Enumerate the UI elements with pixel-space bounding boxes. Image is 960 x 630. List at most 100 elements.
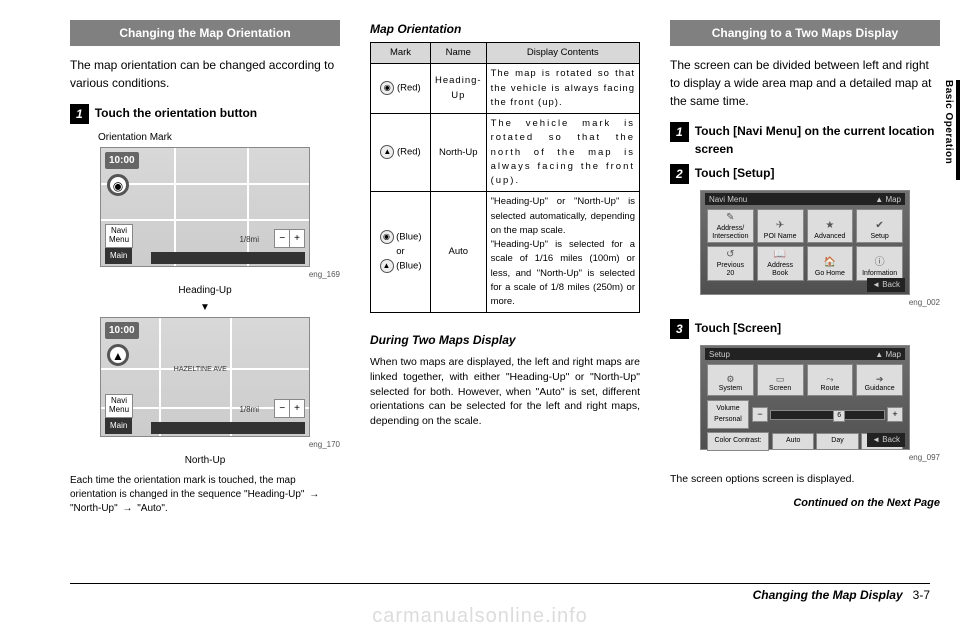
img-ref: eng_002 <box>670 297 940 309</box>
th-mark: Mark <box>371 43 431 64</box>
map-button[interactable]: ▲ Map <box>875 194 901 204</box>
watermark: carmanualsonline.info <box>0 605 960 628</box>
section-header-1: Changing the Map Orientation <box>70 20 340 46</box>
side-tab-block <box>956 80 960 180</box>
orientation-mark-label: Orientation Mark <box>98 130 340 145</box>
volume-label: Volume Personal <box>707 400 749 429</box>
navi-menu-screenshot: Navi Menu ▲ Map ✎Address/ Intersection ✈… <box>700 190 910 295</box>
table-row: ◉ (Blue) or ▲ (Blue) Auto "Heading-Up" o… <box>371 192 640 313</box>
section-header-2: Changing to a Two Maps Display <box>670 20 940 46</box>
page-content: Changing the Map Orientation The map ori… <box>0 0 960 516</box>
step-num: 3 <box>670 319 689 339</box>
footer-page: 3-7 <box>913 588 930 602</box>
continued-note: Continued on the Next Page <box>670 495 940 512</box>
step-1-1: 1 Touch the orientation button <box>70 104 340 124</box>
navi-cell-setup[interactable]: ✔Setup <box>856 209 903 243</box>
slider-knob[interactable]: 6 <box>833 410 845 422</box>
table-row: ▲ (Red) North-Up The vehicle mark is rot… <box>371 114 640 192</box>
orientation-table: Mark Name Display Contents ◉ (Red) Headi… <box>370 42 640 313</box>
img-ref: eng_170 <box>70 439 340 451</box>
setup-cell-route[interactable]: ⤳Route <box>807 364 854 396</box>
main-button[interactable]: Main <box>105 418 132 434</box>
north-up-icon: ▲ <box>380 145 394 159</box>
street-label: HAZELTINE AVE <box>174 365 227 376</box>
subheading-map-orientation: Map Orientation <box>370 20 640 38</box>
img-ref: eng_097 <box>670 452 940 464</box>
step-3-1: 1 Touch [Navi Menu] on the current locat… <box>670 122 940 158</box>
th-desc: Display Contents <box>486 43 639 64</box>
zoom-control[interactable]: −+ <box>274 229 305 248</box>
minus-button[interactable]: − <box>752 407 768 423</box>
time-badge: 10:00 <box>105 152 139 169</box>
step-3-3: 3 Touch [Screen] <box>670 319 940 339</box>
column-3: Changing to a Two Maps Display The scree… <box>670 20 940 516</box>
plus-button[interactable]: + <box>887 407 903 423</box>
arrow-icon: → <box>122 502 132 516</box>
zoom-control[interactable]: −+ <box>274 399 305 418</box>
top-bar: Navi Menu ▲ Map <box>705 193 905 205</box>
navi-menu-button[interactable]: Navi Menu <box>105 394 133 418</box>
subheading-two-maps: During Two Maps Display <box>370 331 640 349</box>
side-tab: Basic Operation <box>943 80 954 164</box>
orientation-mark-icon[interactable]: ◉ <box>107 174 129 196</box>
slider-track[interactable]: 6 <box>770 410 885 420</box>
arrow-icon: → <box>309 488 319 502</box>
step-text: Touch [Navi Menu] on the current locatio… <box>695 122 940 158</box>
setup-cell-screen[interactable]: ▭Screen <box>757 364 804 396</box>
step-num: 1 <box>670 122 689 142</box>
setup-row-volume: Volume Personal − 6 + <box>707 400 903 429</box>
time-badge: 10:00 <box>105 322 139 339</box>
navi-grid: ✎Address/ Intersection ✈POI Name ★Advanc… <box>707 209 903 280</box>
top-bar: Setup ▲ Map <box>705 348 905 360</box>
setup-row-1: ⚙System ▭Screen ⤳Route ➔Guidance <box>707 364 903 396</box>
scale-label: 1/8mi <box>239 404 259 416</box>
mode-day[interactable]: Day <box>816 433 858 450</box>
scale-label: 1/8mi <box>239 234 259 246</box>
navi-cell-information[interactable]: ⓘInformation <box>856 246 903 280</box>
volume-slider[interactable]: − 6 + <box>752 407 903 423</box>
caption-north-up: North-Up <box>70 453 340 468</box>
img-ref: eng_169 <box>70 269 340 281</box>
table-row: ◉ (Red) Heading-Up The map is rotated so… <box>371 64 640 114</box>
back-button[interactable]: ◄ Back <box>867 278 905 292</box>
step-text: Touch the orientation button <box>95 104 340 122</box>
setup-screenshot: Setup ▲ Map ⚙System ▭Screen ⤳Route ➔Guid… <box>700 345 910 450</box>
footnote: The screen options screen is displayed. <box>670 472 940 487</box>
top-title: Setup <box>709 349 730 359</box>
step-text: Touch [Screen] <box>695 319 940 337</box>
column-2: Map Orientation Mark Name Display Conten… <box>370 20 640 516</box>
main-button[interactable]: Main <box>105 248 132 264</box>
top-title: Navi Menu <box>709 194 747 204</box>
step-num: 1 <box>70 104 89 124</box>
two-maps-body: When two maps are displayed, the left an… <box>370 355 640 428</box>
mode-auto[interactable]: Auto <box>772 433 814 450</box>
north-up-icon: ▲ <box>380 259 394 273</box>
heading-up-icon: ◉ <box>380 81 394 95</box>
map-button[interactable]: ▲ Map <box>875 349 901 359</box>
navi-cell-advanced[interactable]: ★Advanced <box>807 209 854 243</box>
step-3-2: 2 Touch [Setup] <box>670 164 940 184</box>
footer-title: Changing the Map Display <box>753 588 903 602</box>
step-text: Touch [Setup] <box>695 164 940 182</box>
orientation-mark-icon[interactable]: ▲ <box>107 344 129 366</box>
navi-cell-previous[interactable]: ↺Previous 20 <box>707 246 754 280</box>
caption-heading-up: Heading-Up <box>70 283 340 298</box>
color-label: Color Contrast: <box>707 432 769 451</box>
setup-cell-guidance[interactable]: ➔Guidance <box>856 364 903 396</box>
intro-1: The map orientation can be changed accor… <box>70 56 340 92</box>
bottom-bar <box>151 252 305 264</box>
navi-cell-gohome[interactable]: 🏠Go Home <box>807 246 854 280</box>
sequence-note: Each time the orientation mark is touche… <box>70 474 340 516</box>
back-button[interactable]: ◄ Back <box>867 433 905 447</box>
intro-2: The screen can be divided between left a… <box>670 56 940 110</box>
navi-menu-button[interactable]: Navi Menu <box>105 224 133 248</box>
setup-cell-system[interactable]: ⚙System <box>707 364 754 396</box>
navi-cell-addressbook[interactable]: 📖Address Book <box>757 246 804 280</box>
map-screenshot-2: 10:00 ▲ Navi Menu Main 1/8mi −+ HAZELTIN… <box>100 317 310 437</box>
th-name: Name <box>431 43 487 64</box>
navi-cell-address[interactable]: ✎Address/ Intersection <box>707 209 754 243</box>
page-footer: Changing the Map Display 3-7 <box>70 583 930 602</box>
map-screenshot-1: 10:00 ◉ Navi Menu Main 1/8mi −+ <box>100 147 310 267</box>
step-num: 2 <box>670 164 689 184</box>
navi-cell-poi[interactable]: ✈POI Name <box>757 209 804 243</box>
